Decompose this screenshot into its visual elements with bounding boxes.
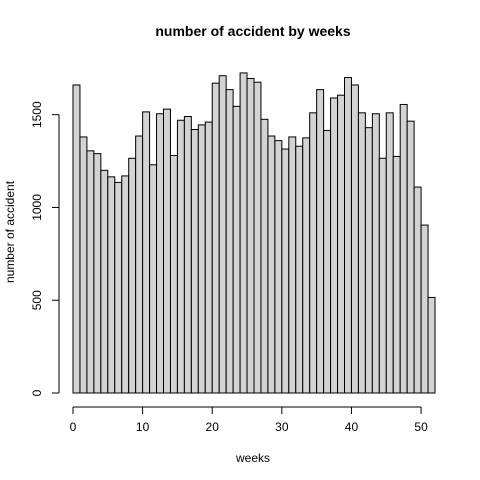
histogram-bar-3 xyxy=(93,153,102,394)
histogram-bar-6 xyxy=(114,181,123,394)
histogram-bar-28 xyxy=(267,135,276,394)
y-tick-label: 1500 xyxy=(30,101,44,128)
bars-group xyxy=(72,72,436,394)
histogram-bar-38 xyxy=(337,94,345,394)
histogram-bar-32 xyxy=(295,145,304,394)
histogram-bar-10 xyxy=(142,111,151,394)
y-tick-label: 0 xyxy=(30,389,44,396)
histogram-bar-33 xyxy=(302,137,311,394)
histogram-bar-29 xyxy=(274,140,283,394)
histogram-bar-4 xyxy=(100,169,109,394)
histogram-bar-25 xyxy=(246,77,255,394)
histogram-bar-47 xyxy=(399,103,408,394)
histogram-bar-0 xyxy=(72,84,81,394)
histogram-bar-11 xyxy=(149,164,158,394)
x-tick-label: 40 xyxy=(345,420,359,434)
histogram-bar-50 xyxy=(420,224,429,394)
histogram-bar-5 xyxy=(107,176,116,394)
histogram-bar-45 xyxy=(385,112,394,394)
histogram-bar-23 xyxy=(232,105,241,394)
histogram-bar-22 xyxy=(225,89,234,394)
histogram-bar-16 xyxy=(183,116,192,394)
histogram-bar-40 xyxy=(350,84,359,394)
histogram-bar-8 xyxy=(128,157,137,394)
histogram-bar-18 xyxy=(197,124,206,394)
x-axis: 0 10 20 30 40 50 xyxy=(70,406,428,434)
histogram-bar-15 xyxy=(176,119,185,394)
histogram-bar-14 xyxy=(169,154,178,394)
histogram-bar-27 xyxy=(260,118,269,394)
histogram-bar-21 xyxy=(218,75,227,394)
histogram-bar-12 xyxy=(156,113,165,394)
histogram-bar-35 xyxy=(316,89,325,394)
x-tick-label: 50 xyxy=(414,420,428,434)
histogram-bar-42 xyxy=(364,127,373,394)
y-axis-label: number of accident xyxy=(3,180,17,283)
histogram-bar-41 xyxy=(357,112,366,394)
histogram-bar-2 xyxy=(86,150,95,394)
histogram-bar-24 xyxy=(239,72,248,394)
histogram-bar-36 xyxy=(323,129,332,394)
histogram-bar-34 xyxy=(309,112,318,394)
x-tick-label: 10 xyxy=(136,420,150,434)
histogram-bar-7 xyxy=(121,175,130,394)
histogram-bar-30 xyxy=(281,148,290,394)
histogram-bar-19 xyxy=(204,121,213,394)
y-axis: 0 500 1000 1500 xyxy=(30,101,60,396)
chart-title: number of accident by weeks xyxy=(155,23,350,39)
y-tick-label: 500 xyxy=(30,290,44,310)
histogram-bar-37 xyxy=(330,97,339,394)
histogram-bar-17 xyxy=(190,129,199,394)
x-tick-label: 0 xyxy=(70,420,77,434)
x-tick-label: 20 xyxy=(206,420,220,434)
x-axis-label: weeks xyxy=(235,451,270,465)
histogram-bar-51 xyxy=(427,296,436,394)
histogram-bar-48 xyxy=(406,120,415,394)
histogram-bar-43 xyxy=(371,113,380,394)
x-tick-label: 30 xyxy=(275,420,289,434)
histogram-bar-39 xyxy=(344,77,352,394)
histogram-bar-13 xyxy=(163,108,171,394)
histogram-bar-20 xyxy=(211,82,220,394)
histogram-bar-9 xyxy=(135,135,144,394)
histogram-bar-49 xyxy=(413,186,422,394)
histogram-bar-44 xyxy=(378,157,387,394)
histogram-bar-26 xyxy=(253,81,262,394)
histogram-bar-31 xyxy=(288,136,297,394)
y-tick-label: 1000 xyxy=(30,194,44,221)
histogram-bar-46 xyxy=(392,155,401,394)
histogram-bar-1 xyxy=(79,136,88,394)
